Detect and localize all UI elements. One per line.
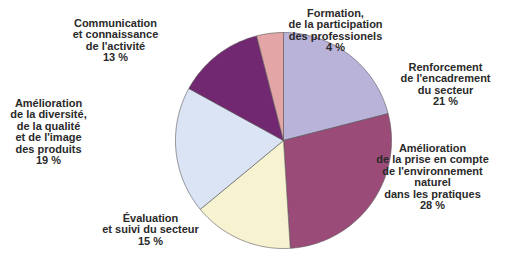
svg-text:Évaluationet suivi du secteur1: Évaluationet suivi du secteur15 %: [102, 212, 199, 247]
svg-text:Renforcementde l'encadrementdu: Renforcementde l'encadrementdu secteur21…: [400, 61, 490, 108]
svg-text:Formation,de la participationd: Formation,de la participationdes profess…: [288, 7, 382, 54]
svg-text:Communicationet connaissancede: Communicationet connaissancede l'activit…: [73, 17, 159, 64]
svg-text:Améliorationde la prise en com: Améliorationde la prise en comptede l'en…: [376, 142, 488, 212]
svg-text:Améliorationde la diversité,de: Améliorationde la diversité,de la qualit…: [10, 97, 86, 167]
